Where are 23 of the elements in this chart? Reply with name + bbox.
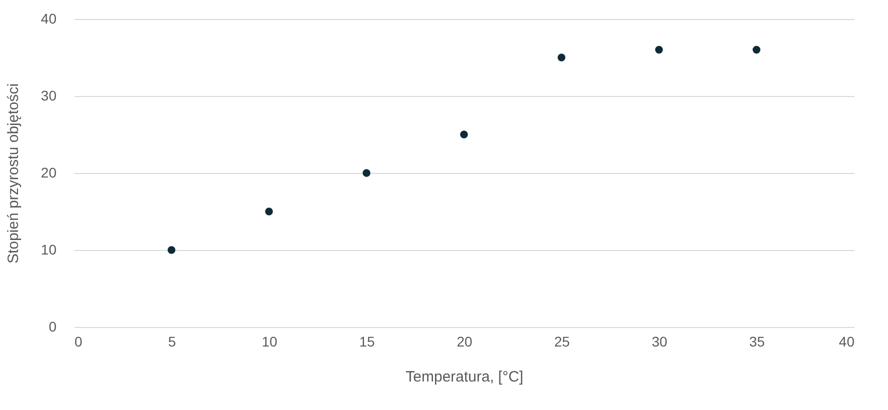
point bbox=[265, 208, 273, 216]
x-tick-label: 5 bbox=[168, 334, 176, 350]
y-tick-label: 40 bbox=[40, 10, 57, 26]
point bbox=[362, 169, 370, 177]
point bbox=[655, 46, 663, 54]
x-tick-label: 30 bbox=[652, 334, 668, 350]
x-tick-label: 15 bbox=[359, 334, 375, 350]
x-tick-label: 25 bbox=[554, 334, 570, 350]
y-tick-label: 30 bbox=[40, 88, 57, 104]
point bbox=[168, 246, 176, 254]
x-tick-label: 0 bbox=[74, 334, 82, 350]
x-tick-label: 10 bbox=[262, 334, 278, 350]
point bbox=[558, 54, 566, 62]
point bbox=[460, 130, 468, 138]
x-axis-title: Temperatura, [°C] bbox=[406, 368, 524, 386]
point bbox=[752, 46, 760, 54]
y-tick-label: 10 bbox=[40, 242, 57, 258]
y-tick-label: 20 bbox=[40, 164, 57, 180]
y-axis-title: Stopień przyrostu objętości bbox=[4, 83, 22, 264]
x-tick-label: 20 bbox=[456, 334, 472, 350]
y-tick-label: 0 bbox=[48, 318, 57, 334]
x-tick-label: 40 bbox=[838, 334, 855, 350]
x-tick-label: 35 bbox=[749, 334, 765, 350]
